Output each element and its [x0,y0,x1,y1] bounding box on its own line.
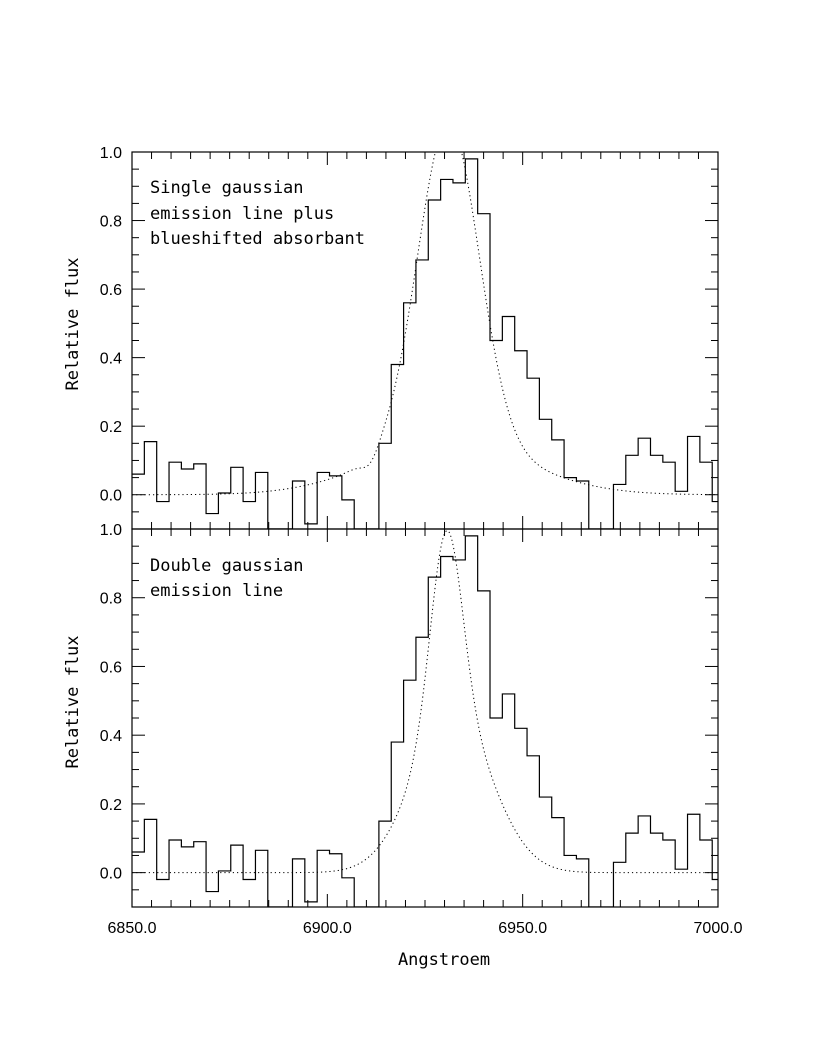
bottom-x-tick-label: 6850.0 [108,920,157,937]
top-y-tick-label: 0.0 [100,488,122,505]
bottom-y-tick-label: 0.2 [100,797,122,814]
top-y-tick-label: 0.4 [100,351,122,368]
bottom-histogram-series [132,535,718,907]
top-annotation-line-3: blueshifted absorbant [150,229,365,249]
bottom-x-tick-label: 6950.0 [498,920,547,937]
bottom-y-tick-label: 0.4 [100,728,122,745]
top-y-tick-label: 1.0 [100,145,122,162]
bottom-y-tick-label: 1.0 [100,522,122,539]
bottom-annotation-line-2: emission line [150,581,283,601]
bottom-y-tick-label: 0.6 [100,659,122,676]
top-annotation-line-1: Single gaussian [150,178,304,198]
bottom-model-fit-curve [132,530,718,874]
bottom-x-tick-label: 6900.0 [303,920,352,937]
bottom-y-tick-label: 0.8 [100,591,122,608]
top-y-tick-label: 0.8 [100,214,122,231]
x-axis-label: Angstroem [398,950,490,970]
bottom-y-tick-label: 0.0 [100,866,122,883]
bottom-panel: 1.0 0.8 0.6 0.4 0.2 0.0 6850.0 6900.0 6950.0 7000… [100,522,743,937]
top-model-fit-curve [132,152,718,496]
bottom-annotation-line-1: Double gaussian [150,556,304,576]
top-annotation-line-2: emission line plus [150,204,334,224]
top-y-tick-label: 0.6 [100,282,122,299]
bottom-x-tick-label: 7000.0 [694,920,743,937]
bottom-y-axis-label: Relative flux [63,635,83,768]
top-histogram-series [132,158,718,529]
top-y-axis-label: Relative flux [63,257,83,390]
top-y-tick-label: 0.2 [100,419,122,436]
